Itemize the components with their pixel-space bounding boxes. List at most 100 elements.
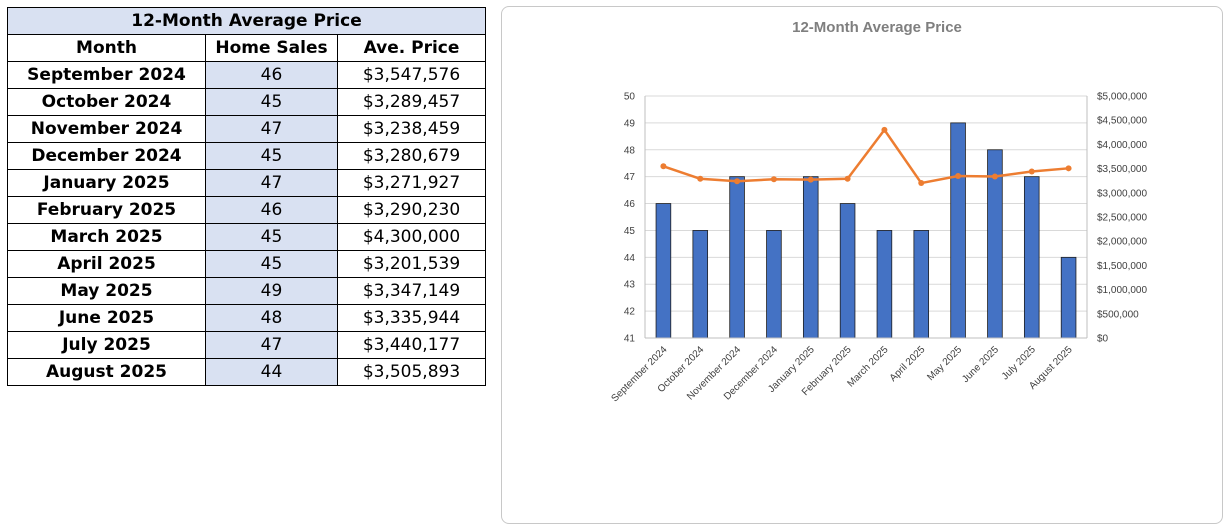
x-tick-label: April 2025 (888, 344, 928, 384)
cell-month: December 2024 (7, 142, 206, 170)
cell-month: September 2024 (7, 61, 206, 89)
cell-price: $3,440,177 (336, 331, 487, 359)
table-row: June 2025 48 $3,335,944 (7, 304, 487, 332)
y-right-tick-label: $0 (1097, 334, 1109, 345)
table-row: July 2025 47 $3,440,177 (7, 331, 487, 359)
header-ave-price: Ave. Price (336, 34, 487, 62)
cell-price: $3,505,893 (336, 358, 487, 386)
y-right-tick-label: $1,500,000 (1097, 261, 1147, 272)
cell-month: February 2025 (7, 196, 206, 224)
bar-series (655, 122, 1077, 339)
bar (950, 122, 966, 339)
table-row: January 2025 47 $3,271,927 (7, 169, 487, 197)
table-row: November 2024 47 $3,238,459 (7, 115, 487, 143)
line-point (844, 175, 851, 182)
table-row: October 2024 45 $3,289,457 (7, 88, 487, 116)
y-left-tick-label: 41 (624, 334, 636, 345)
cell-sales: 48 (205, 304, 338, 332)
cell-price: $3,347,149 (336, 277, 487, 305)
line-point (807, 176, 814, 183)
x-tick-label: May 2025 (925, 344, 964, 383)
cell-price: $4,300,000 (336, 223, 487, 251)
y-right-tick-label: $3,000,000 (1097, 188, 1147, 199)
cell-month: June 2025 (7, 304, 206, 332)
cell-sales: 45 (205, 142, 338, 170)
cell-sales: 47 (205, 331, 338, 359)
cell-sales: 44 (205, 358, 338, 386)
cell-month: April 2025 (7, 250, 206, 278)
cell-price: $3,238,459 (336, 115, 487, 143)
cell-sales: 46 (205, 196, 338, 224)
cell-sales: 47 (205, 169, 338, 197)
bar (766, 230, 782, 339)
cell-price: $3,201,539 (336, 250, 487, 278)
line-point (955, 172, 962, 179)
header-month: Month (7, 34, 206, 62)
bar (1023, 176, 1040, 339)
y-right-tick-label: $5,000,000 (1097, 92, 1147, 103)
cell-sales: 45 (205, 223, 338, 251)
cell-sales: 45 (205, 250, 338, 278)
line-point (660, 163, 667, 170)
line-point (881, 126, 888, 133)
line-point (991, 173, 998, 180)
header-home-sales: Home Sales (205, 34, 338, 62)
price-line (663, 128, 1069, 185)
cell-month: May 2025 (7, 277, 206, 305)
bar (655, 203, 672, 339)
combo-chart: 12-Month Average Price 41 42 43 44 45 46 47 48 4… (609, 19, 1147, 404)
cell-month: January 2025 (7, 169, 206, 197)
cell-month: July 2025 (7, 331, 206, 359)
y-left-tick-label: 43 (624, 280, 636, 291)
y-right-tick-label: $2,500,000 (1097, 213, 1147, 224)
bar (913, 230, 930, 339)
y-left-tick-label: 50 (624, 92, 636, 103)
table-row: September 2024 46 $3,547,576 (7, 61, 487, 89)
cell-month: November 2024 (7, 115, 206, 143)
x-tick-label: July 2025 (1000, 344, 1038, 382)
cell-price: $3,280,679 (336, 142, 487, 170)
chart-panel: 12-Month Average Price 41 42 43 44 45 46 47 48 4… (501, 6, 1223, 524)
table-row: March 2025 45 $4,300,000 (7, 223, 487, 251)
cell-month: March 2025 (7, 223, 206, 251)
cell-sales: 47 (205, 115, 338, 143)
y-right-tick-label: $2,000,000 (1097, 237, 1147, 248)
table-row: February 2025 46 $3,290,230 (7, 196, 487, 224)
y-left-tick-label: 46 (624, 199, 636, 210)
y-left-tick-label: 49 (624, 118, 636, 129)
chart-title: 12-Month Average Price (792, 19, 962, 36)
y-left-tick-label: 44 (624, 253, 636, 264)
bar (729, 176, 745, 339)
bar (876, 230, 893, 339)
cell-month: October 2024 (7, 88, 206, 116)
line-point (734, 178, 741, 185)
cell-price: $3,547,576 (336, 61, 487, 89)
line-point (1028, 168, 1035, 175)
table-row: August 2025 44 $3,505,893 (7, 358, 487, 386)
line-point (770, 176, 777, 183)
y-right-tick-label: $4,500,000 (1097, 116, 1147, 127)
price-table: 12-Month Average Price Month Home Sales … (6, 7, 487, 386)
y-right-tick-label: $1,000,000 (1097, 285, 1147, 296)
cell-sales: 49 (205, 277, 338, 305)
x-tick-label: June 2025 (960, 344, 1001, 385)
table-row: May 2025 49 $3,347,149 (7, 277, 487, 305)
table-title: 12-Month Average Price (6, 7, 487, 35)
line-point (918, 180, 925, 187)
y-left-tick-label: 42 (624, 307, 636, 318)
x-tick-label: September 2024 (609, 344, 669, 404)
cell-sales: 45 (205, 88, 338, 116)
bar (692, 230, 709, 339)
cell-price: $3,271,927 (336, 169, 487, 197)
cell-price: $3,290,230 (336, 196, 487, 224)
y-left-tick-label: 45 (624, 226, 636, 237)
bar (1060, 256, 1077, 339)
cell-sales: 46 (205, 61, 338, 89)
table-row: December 2024 45 $3,280,679 (7, 142, 487, 170)
table-body: September 2024 46 $3,547,576 October 2024 45… (7, 61, 487, 386)
cell-price: $3,335,944 (336, 304, 487, 332)
table-row: April 2025 45 $3,201,539 (7, 250, 487, 278)
y-right-tick-label: $500,000 (1097, 309, 1139, 320)
cell-price: $3,289,457 (336, 88, 487, 116)
cell-month: August 2025 (7, 358, 206, 386)
